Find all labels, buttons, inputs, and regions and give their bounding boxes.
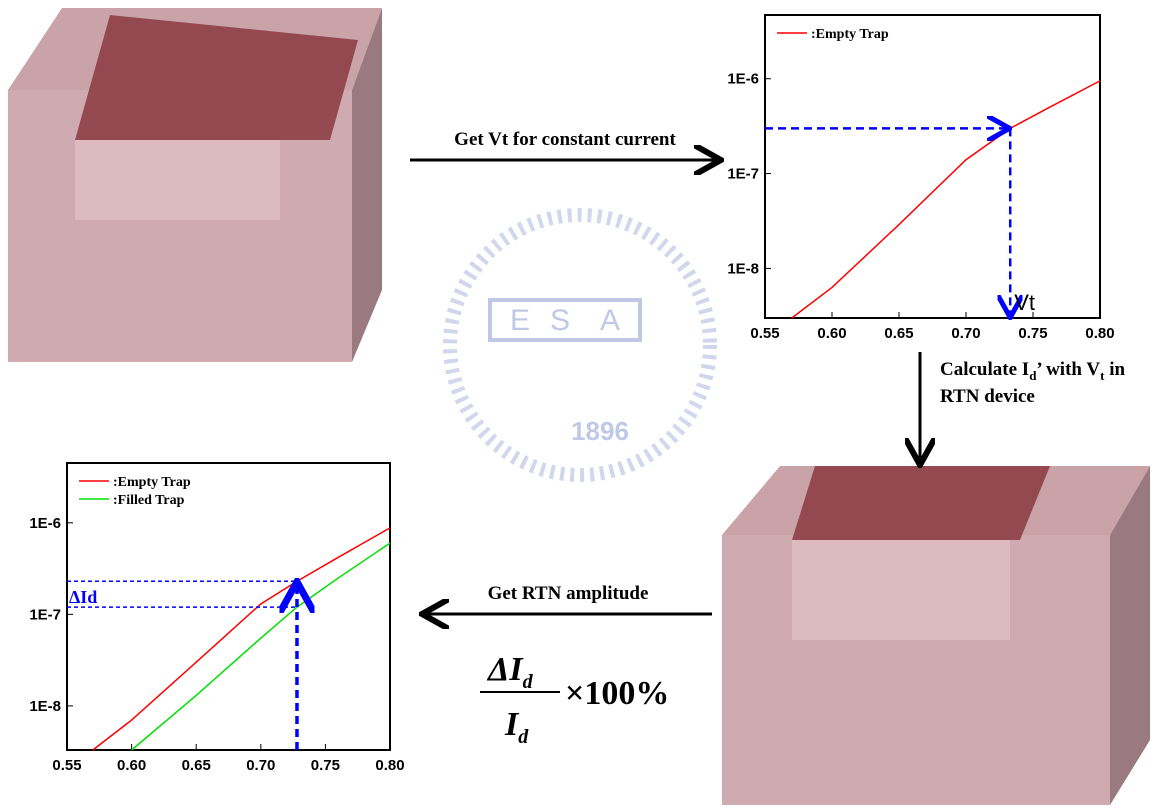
watermark-letter: A xyxy=(600,304,620,337)
step-text: in xyxy=(1104,359,1125,380)
plot-frame xyxy=(765,15,1100,318)
diagram: E S A 1896 Get Vt for constant current C… xyxy=(0,0,1160,811)
watermark-year: 1896 xyxy=(571,416,629,446)
x-tick-label: 0.75 xyxy=(1018,325,1047,342)
y-tick-label: 1E-6 xyxy=(727,71,759,88)
data-line xyxy=(93,528,390,750)
page: E S A 1896 Get Vt for constant current C… xyxy=(0,0,1160,811)
formula-text: ΔI xyxy=(486,651,524,688)
step-label: Get Vt for constant current xyxy=(454,129,676,150)
step-label: RTN device xyxy=(940,386,1035,407)
marker-label: ΔId xyxy=(69,587,97,607)
legend-label: :Empty Trap xyxy=(113,475,191,490)
x-tick-label: 0.80 xyxy=(1085,325,1114,342)
y-tick-label: 1E-6 xyxy=(29,515,61,532)
x-tick-label: 0.60 xyxy=(817,325,846,342)
formula: ΔId Id ×100% xyxy=(480,651,669,748)
legend-label: :Empty Trap xyxy=(811,27,889,42)
step-label: Get RTN amplitude xyxy=(488,583,649,604)
formula-text: d xyxy=(518,726,529,748)
data-line xyxy=(792,81,1100,318)
x-tick-label: 0.70 xyxy=(246,757,275,774)
x-tick-label: 0.55 xyxy=(52,757,81,774)
device-1 xyxy=(8,8,382,362)
x-tick-label: 0.65 xyxy=(884,325,913,342)
watermark-letter: S xyxy=(550,304,570,337)
watermark: E S A 1896 xyxy=(450,215,710,475)
marker-label: Vt xyxy=(1014,290,1035,315)
legend-label: :Filled Trap xyxy=(113,493,185,508)
y-tick-label: 1E-7 xyxy=(29,606,61,623)
x-tick-label: 0.75 xyxy=(311,757,340,774)
step-text: ’ with V xyxy=(1036,359,1100,380)
formula-num: ΔId xyxy=(486,651,534,693)
formula-text: d xyxy=(523,671,534,693)
y-tick-label: 1E-7 xyxy=(727,166,759,183)
y-tick-label: 1E-8 xyxy=(727,260,759,277)
formula-factor: ×100% xyxy=(565,675,669,712)
x-tick-label: 0.55 xyxy=(750,325,779,342)
formula-den: Id xyxy=(504,706,529,748)
watermark-letter: E xyxy=(510,304,530,337)
x-tick-label: 0.70 xyxy=(951,325,980,342)
step-text: Calculate I xyxy=(940,359,1029,380)
x-tick-label: 0.65 xyxy=(182,757,211,774)
data-line xyxy=(132,543,390,750)
device-2 xyxy=(722,466,1150,805)
y-tick-label: 1E-8 xyxy=(29,698,61,715)
x-tick-label: 0.80 xyxy=(375,757,404,774)
step-label: Calculate Id’ with Vt in xyxy=(940,359,1125,383)
x-tick-label: 0.60 xyxy=(117,757,146,774)
